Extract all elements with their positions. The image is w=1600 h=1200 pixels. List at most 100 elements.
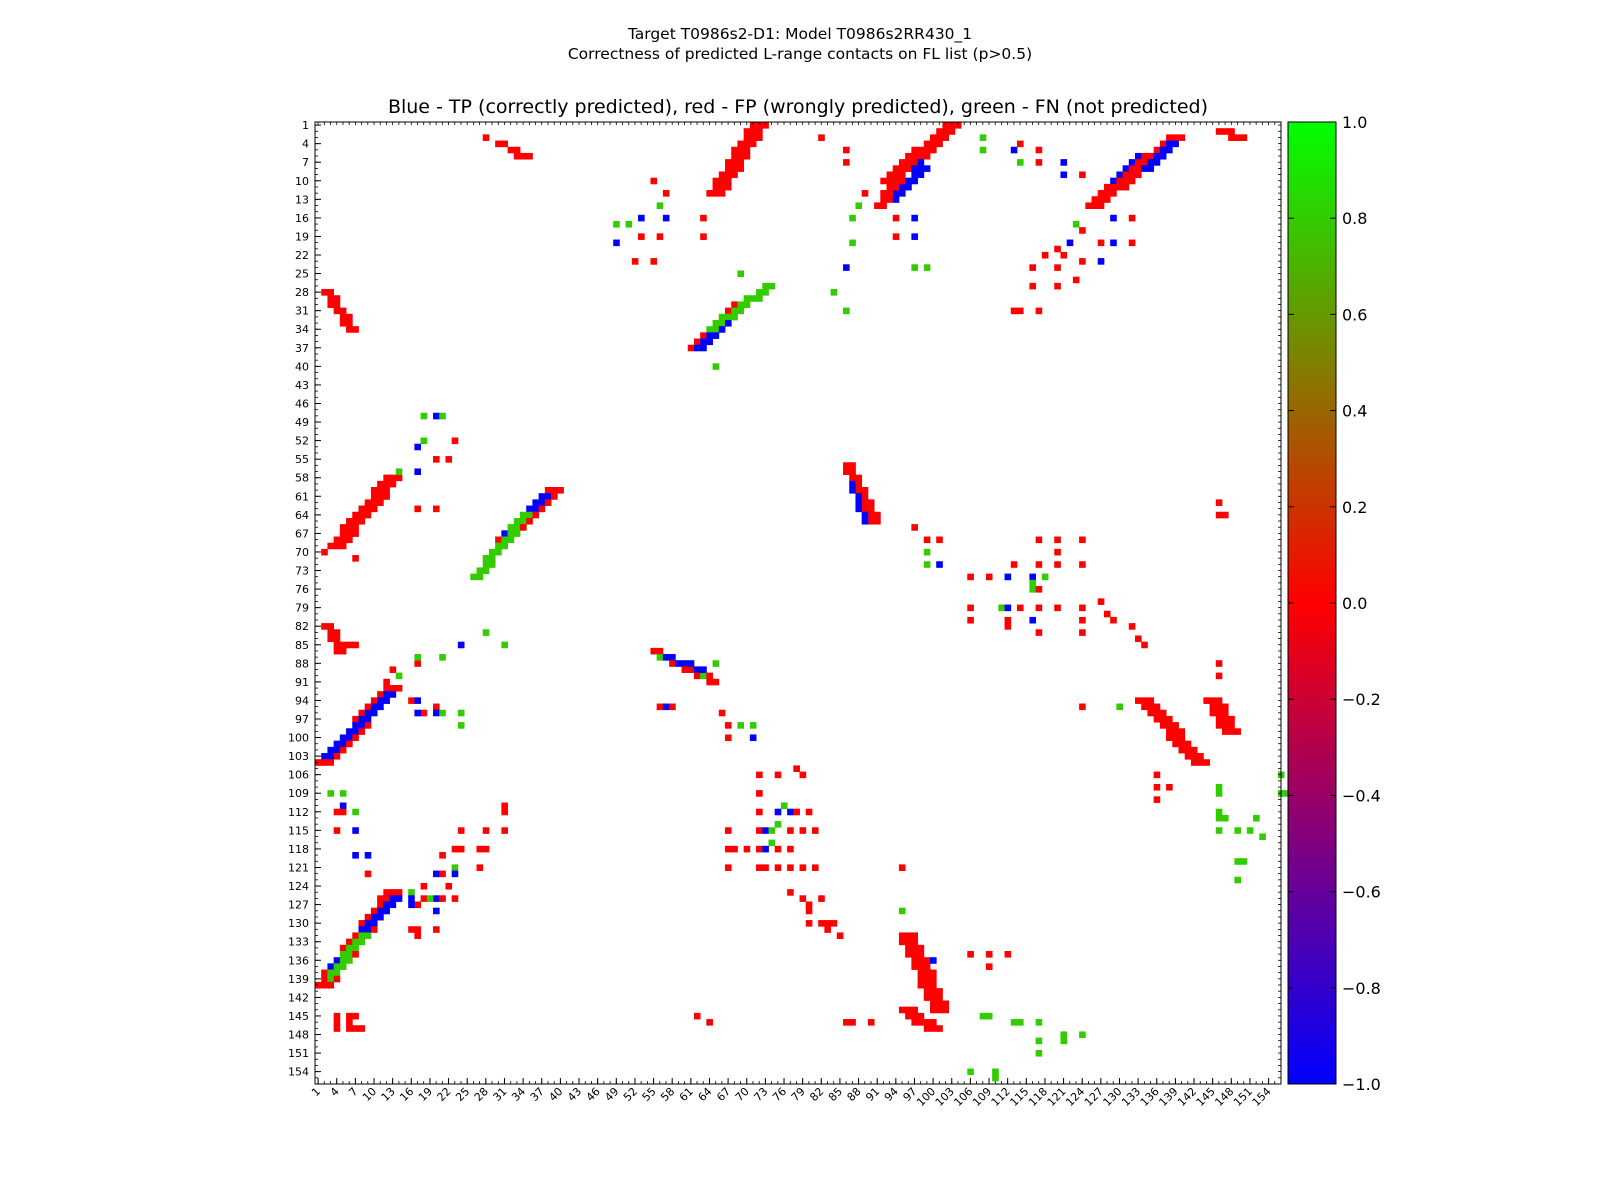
contact-cell-tp: [1060, 159, 1068, 166]
contact-cell-fp: [1215, 722, 1223, 729]
y-tick-label: 37: [295, 342, 309, 355]
y-tick-label: 43: [295, 379, 309, 392]
contact-cell-fp: [638, 233, 645, 240]
contact-cell-fp: [787, 864, 794, 871]
contact-cell-fp: [1172, 722, 1179, 729]
contact-cell-fp: [1091, 196, 1099, 203]
contact-cell-fp: [923, 969, 931, 977]
contact-cell-fp: [1166, 734, 1173, 742]
contact-cell-fp: [346, 740, 353, 748]
contact-cell-fp: [346, 313, 353, 321]
contact-cell-fn: [333, 963, 341, 970]
contact-cell-fp: [1178, 134, 1186, 141]
contact-cell-fn: [507, 530, 515, 537]
contact-cell-fp: [1184, 740, 1192, 748]
contact-cell-tp: [414, 468, 422, 476]
contact-cell-fp: [681, 666, 689, 673]
contact-cell-fp: [482, 134, 490, 141]
contact-cell-fn: [420, 412, 428, 420]
x-tick-label: 10: [360, 1085, 379, 1104]
contact-cell-fp: [700, 332, 707, 339]
contact-cell-fn: [395, 672, 403, 680]
contact-cell-fp: [743, 152, 751, 160]
contact-cell-fn: [843, 307, 850, 315]
y-tick-label: 73: [295, 565, 309, 578]
contact-cell-fn: [743, 295, 751, 302]
contact-cell-fp: [1122, 183, 1130, 191]
contact-cell-tp: [787, 808, 794, 816]
contact-cell-fp: [793, 765, 800, 772]
contact-cell-fn: [700, 672, 707, 680]
x-tick-label: 22: [435, 1085, 454, 1104]
contact-cell-fp: [930, 140, 937, 148]
contact-cell-fp: [333, 629, 341, 636]
x-tick-label: 1: [309, 1085, 323, 1099]
contact-cell-fp: [942, 1006, 950, 1014]
contact-cell-fp: [756, 122, 763, 129]
contact-cell-fp: [762, 864, 769, 871]
contact-cell-fp: [911, 944, 918, 952]
contact-cell-fp: [389, 474, 397, 482]
contact-cell-fp: [1166, 783, 1173, 791]
contact-cell-fp: [756, 790, 763, 797]
contact-cell-fp: [1228, 722, 1235, 729]
x-tick-label: 49: [602, 1085, 621, 1104]
contact-cell-tp: [911, 214, 918, 222]
contact-cell-fp: [1035, 604, 1043, 612]
contact-cell-fp: [874, 511, 881, 519]
contact-cell-fp: [370, 493, 378, 500]
contact-cell-fp: [445, 882, 453, 890]
contact-cell-fn: [327, 790, 335, 797]
contact-cell-fp: [414, 505, 422, 513]
contact-cell-fp: [1103, 190, 1111, 197]
contact-cell-fp: [352, 1012, 359, 1020]
y-tick-label: 64: [295, 509, 309, 522]
contact-cell-fp: [1215, 660, 1223, 667]
y-tick-label: 10: [295, 175, 309, 188]
contact-cell-fp: [1184, 746, 1192, 754]
y-tick-label: 115: [288, 824, 309, 837]
contact-cell-fn: [352, 808, 359, 816]
contact-cell-tp: [352, 827, 359, 834]
contact-cell-fp: [805, 907, 813, 915]
contact-cell-fp: [1190, 746, 1198, 754]
contact-cell-tp: [693, 666, 701, 673]
contact-cell-fp: [930, 969, 937, 977]
contact-cell-fp: [352, 530, 359, 537]
contact-cell-fn: [1215, 783, 1223, 791]
y-tick-label: 34: [295, 323, 309, 336]
contact-cell-fp: [749, 128, 757, 135]
contact-cell-fp: [315, 759, 322, 766]
contact-cell-fp: [1215, 697, 1223, 704]
contact-cell-fn: [1259, 833, 1266, 841]
contact-cell-fn: [1029, 579, 1037, 587]
contact-cell-fp: [1184, 753, 1192, 760]
contact-cell-fp: [1172, 734, 1179, 742]
contact-cell-tp: [370, 703, 378, 711]
contact-cell-tp: [532, 499, 540, 506]
contact-cell-tp: [457, 641, 465, 649]
contact-cell-fp: [377, 493, 384, 500]
contact-cell-fp: [1141, 159, 1148, 166]
contact-cell-fp: [1085, 202, 1092, 210]
contact-cell-fn: [482, 629, 490, 636]
contact-cell-fp: [538, 505, 546, 513]
contact-cell-fn: [426, 895, 434, 902]
contact-cell-fp: [1110, 616, 1117, 624]
colorbar-tick-label: 0.6: [1342, 305, 1367, 324]
contact-cell-fp: [327, 623, 335, 630]
contact-cell-fp: [501, 140, 508, 148]
contact-cell-fp: [898, 938, 906, 946]
y-tick-label: 67: [295, 527, 309, 540]
contact-cell-fn: [482, 561, 490, 568]
contact-cell-fn: [339, 790, 347, 797]
x-tick-label: 73: [751, 1085, 770, 1104]
colorbar-ticks: 1.0 0.8 0.6 0.4 0.2 0.0 −0.2 −0.4 −0.6 −0.8 −1.0: [1288, 113, 1381, 1094]
contact-cell-fp: [942, 122, 950, 129]
contact-cell-fp: [930, 981, 937, 989]
contact-cell-fp: [1035, 585, 1043, 593]
contact-cell-fp: [1159, 140, 1167, 148]
contact-cell-tp: [1147, 165, 1155, 172]
contact-cell-fp: [408, 697, 415, 704]
contact-cell-tp: [855, 505, 863, 513]
